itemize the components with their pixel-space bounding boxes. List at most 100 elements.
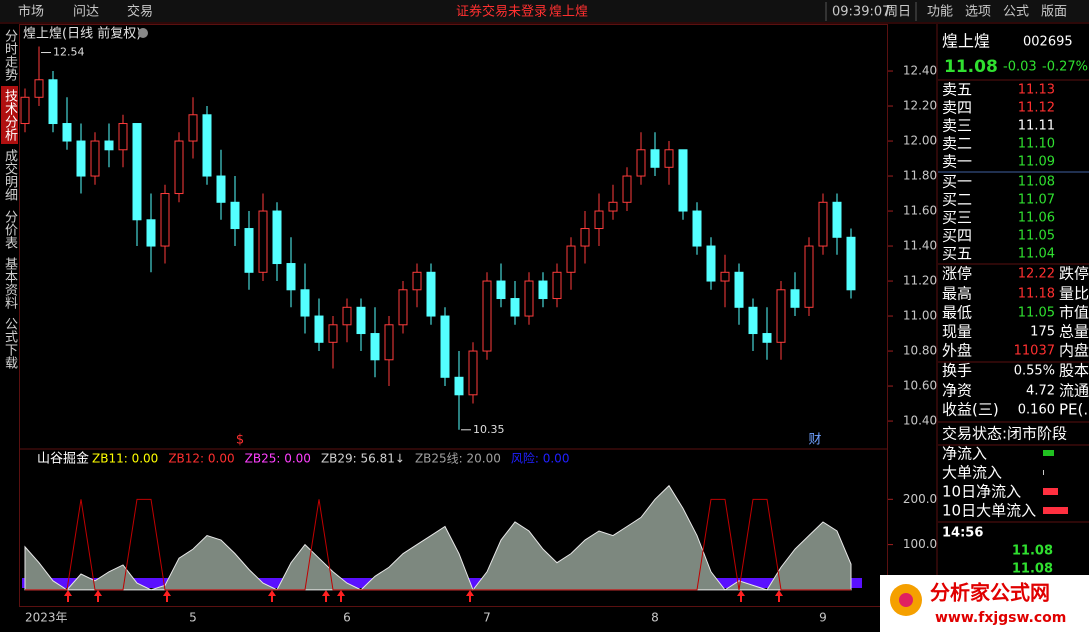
stat-label: 最低: [942, 304, 972, 322]
flow-label: 大单流入: [942, 464, 1002, 482]
x-tick-label: 9: [819, 611, 827, 625]
menu-item[interactable]: 市场: [18, 4, 44, 20]
stat-value: 12.22: [1018, 267, 1055, 282]
x-tick-label: 6: [343, 611, 351, 625]
y-tick-label: 12.20: [903, 99, 937, 113]
candle-body: [188, 114, 198, 142]
login-status[interactable]: 证券交易未登录: [456, 4, 547, 20]
side-tab[interactable]: 基本资料: [2, 257, 17, 309]
quote-change: -0.03: [1003, 60, 1037, 75]
x-tick-label: 8: [651, 611, 659, 625]
candle-body: [412, 271, 422, 291]
side-tab[interactable]: 公式下载: [2, 317, 17, 369]
stat-value: 11.05: [1018, 306, 1055, 321]
book-price: 11.11: [1018, 119, 1055, 134]
book-label: 买一: [942, 173, 972, 191]
candle-body: [384, 324, 394, 361]
stat-label: 换手: [942, 362, 972, 380]
candle-body: [356, 306, 366, 335]
stock-name: 煌上煌: [549, 5, 588, 20]
candle-body: [132, 123, 142, 221]
y-tick-label: 200.0: [903, 492, 937, 506]
candle-body: [678, 149, 688, 212]
candle-body: [160, 193, 170, 247]
candle-body: [538, 280, 548, 300]
candle-body: [524, 280, 534, 317]
flow-bar: [1043, 450, 1054, 456]
stat-label: 流通: [1059, 382, 1089, 400]
side-tab[interactable]: 成交明细: [2, 149, 17, 201]
book-label: 卖二: [942, 135, 972, 153]
candle-body: [608, 201, 618, 212]
candle-body: [76, 140, 86, 177]
candle-body: [398, 289, 408, 326]
menu-item[interactable]: 问达: [73, 5, 99, 20]
flow-bar: [1043, 507, 1068, 514]
y-tick-label: 12.40: [903, 64, 937, 78]
candle-body: [244, 228, 254, 273]
y-tick-label: 12.00: [903, 134, 937, 148]
y-tick-label: 11.20: [903, 274, 937, 288]
candle-body: [664, 149, 674, 168]
candle-body: [552, 271, 562, 300]
signal-arrows: [64, 590, 783, 602]
flow-label: 10日大单流入: [942, 502, 1036, 520]
menu-item[interactable]: 交易: [127, 4, 153, 20]
candle-body: [818, 201, 828, 247]
watermark-url: www.fxjgsw.com: [935, 610, 1066, 626]
watermark-logo: [899, 593, 913, 607]
side-tab[interactable]: 分价表: [2, 209, 17, 249]
menu-item[interactable]: 功能: [927, 5, 953, 20]
candle-body: [510, 298, 520, 317]
dropdown-icon[interactable]: [138, 28, 148, 38]
candle-body: [748, 306, 758, 335]
legend-entry: ZB25: 0.00: [245, 452, 311, 466]
candle-body: [734, 271, 744, 308]
candle-body: [174, 140, 184, 195]
candle-body: [272, 210, 282, 265]
candle-body: [622, 175, 632, 203]
candle-body: [454, 376, 464, 396]
book-label: 买二: [942, 191, 972, 209]
side-tab[interactable]: 技术分析: [1, 86, 18, 144]
stat-label: 股本: [1059, 362, 1089, 380]
book-price: 11.05: [1018, 229, 1055, 244]
weekday: 周日: [885, 5, 911, 20]
candle-body: [776, 289, 786, 343]
y-tick-label: 11.80: [903, 169, 937, 183]
y-tick-label: 10.60: [903, 379, 937, 393]
candle-body: [762, 333, 772, 343]
candle-body: [34, 79, 44, 98]
candle-body: [636, 149, 646, 177]
y-tick-label: 11.60: [903, 204, 937, 218]
stat-label: 外盘: [942, 342, 972, 360]
y-tick-label: 10.40: [903, 414, 937, 428]
candle-body: [342, 306, 352, 326]
book-price: 11.07: [1018, 193, 1055, 208]
book-label: 卖一: [942, 153, 972, 171]
menu-item[interactable]: 版面: [1041, 5, 1067, 20]
book-price: 11.10: [1018, 137, 1055, 152]
book-price: 11.09: [1018, 155, 1055, 170]
event-marker: 财: [808, 433, 821, 448]
candle-body: [440, 315, 450, 378]
indicator-title: 山谷掘金: [37, 451, 89, 467]
stat-label: 市值: [1059, 304, 1089, 322]
legend-entry: 风险: 0.00: [511, 451, 570, 466]
book-label: 买四: [942, 227, 972, 245]
y-tick-label: 11.00: [903, 309, 937, 323]
menu-item[interactable]: 选项: [965, 5, 991, 20]
side-tab[interactable]: 分时走势: [2, 29, 17, 81]
stat-label: 净资: [942, 382, 972, 400]
y-tick-label: 10.80: [903, 344, 937, 358]
candle-body: [692, 210, 702, 247]
flow-bar: [1043, 488, 1058, 495]
stat-label: 涨停: [942, 265, 972, 283]
watermark-title: 分析家公式网: [930, 581, 1050, 605]
candle-body: [804, 245, 814, 308]
menu-item[interactable]: 公式: [1003, 5, 1029, 20]
book-label: 买五: [942, 245, 972, 263]
candle-body: [216, 175, 226, 203]
candle-body: [790, 289, 800, 308]
